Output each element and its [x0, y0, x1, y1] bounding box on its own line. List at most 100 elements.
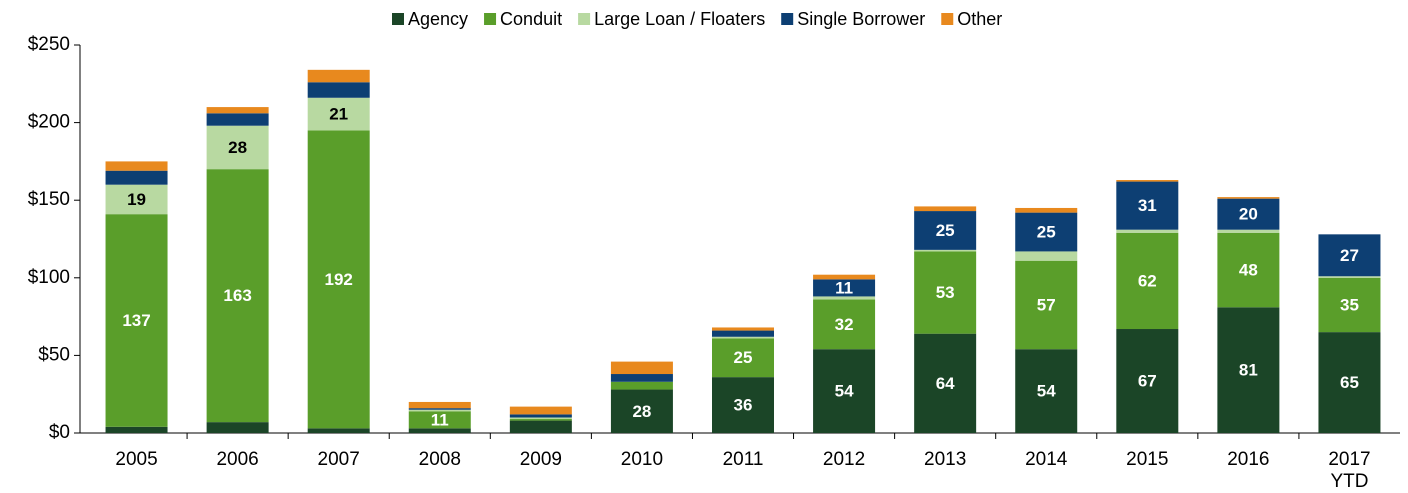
- x-tick-label: 2016: [1227, 449, 1270, 470]
- bar-segment: [408, 428, 471, 433]
- bar-segment: [813, 274, 876, 280]
- data-label: 54: [1037, 382, 1056, 401]
- legend-label: Other: [957, 9, 1002, 29]
- bar-segment: [206, 125, 269, 170]
- bar-segment: [813, 299, 876, 350]
- data-label: 28: [632, 402, 651, 421]
- bar-segment: [914, 206, 977, 212]
- data-label: 53: [936, 283, 955, 302]
- x-tick-label: 2011: [722, 449, 764, 470]
- bar-segment: [1217, 197, 1280, 199]
- bar-segment: [1217, 198, 1280, 230]
- x-tick-label: 2012: [822, 449, 866, 470]
- bar-segment: [509, 420, 572, 433]
- bar-segment: [610, 389, 673, 433]
- bar-segment: [610, 361, 673, 375]
- data-label: 54: [835, 382, 854, 401]
- bar-segment: [1015, 260, 1078, 350]
- bar-segment: [206, 169, 269, 423]
- bar-segment: [1116, 232, 1179, 330]
- x-tick-label: 2009: [519, 449, 562, 470]
- bar-segment: [1116, 180, 1179, 182]
- bar-segment: [307, 97, 370, 131]
- bar-segment: [610, 374, 673, 382]
- x-tick-label: 2007: [317, 449, 360, 470]
- bar-segment: [105, 184, 168, 215]
- data-label: 11: [431, 410, 449, 429]
- data-label: 65: [1340, 373, 1359, 392]
- bar-segment: [105, 214, 168, 427]
- data-label: 67: [1138, 371, 1157, 390]
- data-label: 64: [936, 374, 955, 393]
- legend-swatch: [578, 13, 591, 25]
- bar-segment: [206, 107, 269, 114]
- bar-segment: [914, 333, 977, 433]
- bar-segment: [408, 408, 471, 410]
- bar-segment: [1318, 234, 1381, 277]
- bar-segment: [813, 279, 876, 297]
- x-tick-label: 2006: [216, 449, 259, 470]
- bar-segment: [307, 69, 370, 83]
- x-tick-label: 2013: [924, 449, 967, 470]
- bar-segment: [408, 401, 471, 409]
- bar-segment: [813, 349, 876, 433]
- bar-segment: [206, 422, 269, 433]
- bar-segment: [610, 381, 673, 390]
- bar-segment: [712, 330, 774, 337]
- data-label: 81: [1239, 361, 1258, 380]
- bar-segment: [1318, 332, 1381, 433]
- x-tick-label: 2008: [418, 449, 461, 470]
- bar-segment: [509, 417, 572, 420]
- data-label: 25: [1037, 223, 1056, 242]
- data-label: 31: [1138, 196, 1157, 215]
- bar-segment: [1116, 181, 1179, 230]
- bar-segment: [509, 414, 572, 418]
- bar-segment: [105, 426, 168, 433]
- y-tick-label: $100: [28, 267, 70, 288]
- y-tick-label: $50: [38, 344, 70, 365]
- bar-segment: [307, 82, 370, 98]
- data-label: 25: [734, 348, 753, 367]
- bar-segment: [408, 409, 471, 412]
- bar-segment: [1116, 229, 1179, 233]
- bar-segment: [1217, 232, 1280, 308]
- x-tick-label: 2015: [1126, 449, 1169, 470]
- data-label: 21: [329, 105, 348, 124]
- data-label: 32: [835, 315, 854, 334]
- data-label: 27: [1340, 246, 1359, 265]
- x-tick-label: 2010: [620, 449, 664, 470]
- bar-segment: [1116, 329, 1179, 433]
- legend-swatch: [781, 13, 794, 25]
- data-label: 36: [734, 396, 753, 415]
- bar-segment: [712, 336, 774, 339]
- data-label: 11: [835, 278, 853, 297]
- bar-segment: [1015, 207, 1078, 213]
- legend-swatch: [392, 13, 404, 25]
- data-label: 20: [1239, 205, 1258, 224]
- x-tick-label: 2005: [115, 449, 158, 470]
- bar-segment: [105, 170, 168, 185]
- bar-segment: [206, 113, 269, 126]
- data-label: 48: [1239, 261, 1258, 280]
- data-label: 163: [223, 286, 251, 305]
- x-tick-label: 2017 YTD: [1328, 449, 1371, 492]
- y-tick-label: $150: [28, 189, 70, 210]
- bar-segment: [712, 338, 774, 378]
- y-tick-label: $200: [28, 112, 70, 133]
- legend-label: Single Borrower: [797, 9, 925, 29]
- legend-label: Large Loan / Floaters: [594, 9, 765, 29]
- legend-swatch: [484, 13, 497, 25]
- bar-segment: [1217, 307, 1280, 433]
- bar-segment: [105, 161, 168, 171]
- y-tick-label: $250: [28, 34, 70, 55]
- data-label: 35: [1340, 295, 1359, 314]
- bar-segment: [307, 428, 370, 433]
- data-label: 19: [127, 190, 146, 209]
- bar-segment: [1318, 276, 1381, 278]
- data-label: 192: [325, 270, 353, 289]
- bar-segment: [1015, 212, 1078, 252]
- bar-segment: [914, 211, 977, 250]
- data-label: 62: [1138, 271, 1157, 290]
